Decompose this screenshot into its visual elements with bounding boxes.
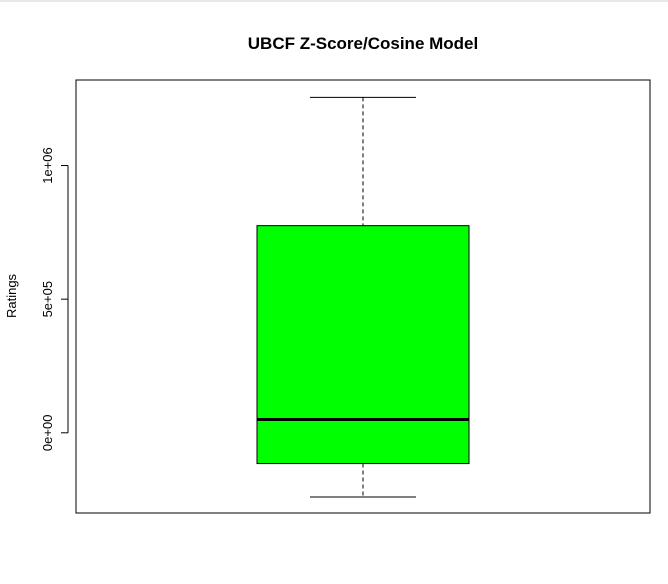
y-tick-label: 5e+05	[40, 281, 55, 318]
y-axis: 0e+00 5e+05 1e+06	[40, 147, 69, 452]
interquartile-box	[256, 225, 470, 465]
y-axis-label: Ratings	[4, 273, 19, 318]
plot-frame	[75, 79, 651, 514]
y-tick-label: 1e+06	[40, 147, 55, 184]
top-divider	[0, 0, 668, 2]
box-plot	[256, 96, 470, 498]
y-tick-label: 0e+00	[40, 415, 55, 452]
chart-title: UBCF Z-Score/Cosine Model	[248, 34, 478, 53]
